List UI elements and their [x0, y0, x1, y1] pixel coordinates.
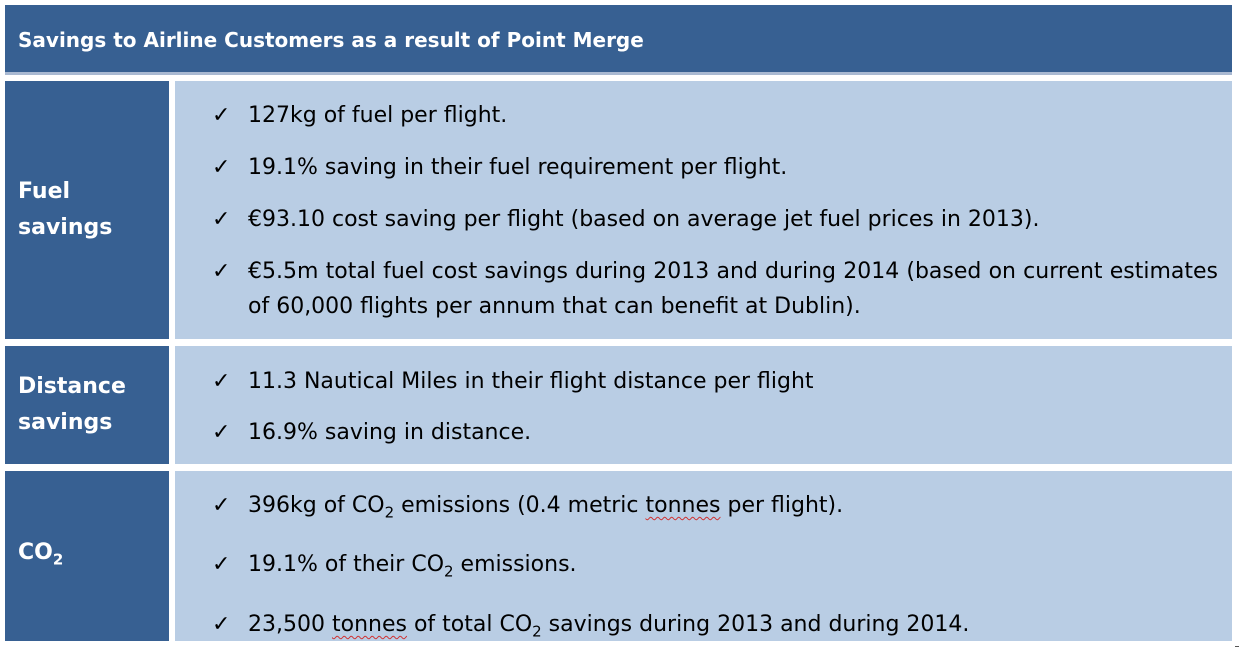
list-item-text: 127kg of fuel per flight.: [248, 103, 508, 128]
list-item-text: 396kg of CO2 emissions (0.4 metric tonne…: [248, 493, 844, 522]
list-item-text: 19.1% saving in their fuel requirement p…: [248, 155, 788, 180]
text-fragment: emissions (0.4 metric: [394, 493, 646, 518]
distance-label-line2: savings: [18, 410, 113, 435]
list-item: ✓ 19.1% of their CO2 emissions.: [212, 547, 1218, 589]
distance-savings-label: Distance savings: [5, 346, 169, 464]
list-item-text: 11.3 Nautical Miles in their flight dist…: [248, 369, 814, 394]
subscript: 2: [532, 622, 542, 641]
text-fragment: 23,500: [248, 611, 332, 637]
fuel-savings-content: ✓ 127kg of fuel per flight. ✓ 19.1% savi…: [175, 81, 1232, 339]
list-item-text: €5.5m total fuel cost savings during 201…: [248, 259, 1218, 319]
list-item: ✓ 16.9% saving in distance.: [212, 415, 1218, 450]
checkmark-icon: ✓: [212, 155, 231, 180]
subscript: 2: [384, 503, 395, 522]
co2-savings-content: ✓ 396kg of CO2 emissions (0.4 metric ton…: [175, 471, 1232, 641]
co2-savings-list: ✓ 396kg of CO2 emissions (0.4 metric ton…: [212, 488, 1218, 649]
fuel-savings-label: Fuel savings: [5, 81, 169, 339]
checkmark-icon: ✓: [212, 493, 231, 518]
list-item: ✓ 396kg of CO2 emissions (0.4 metric ton…: [212, 488, 1218, 530]
text-fragment: savings during 2013 and during 2014.: [541, 611, 970, 637]
checkmark-icon: ✓: [212, 259, 231, 284]
list-item: ✓ 127kg of fuel per flight.: [212, 98, 1218, 133]
co2-label-subscript: 2: [52, 550, 64, 569]
text-fragment: 19.1% of their CO: [248, 552, 445, 578]
co2-label-main: CO: [18, 539, 53, 565]
checkmark-icon: ✓: [212, 369, 231, 394]
spellcheck-word: tonnes: [645, 493, 721, 518]
list-item: ✓ €93.10 cost saving per flight (based o…: [212, 202, 1218, 237]
list-item: ✓ 11.3 Nautical Miles in their flight di…: [212, 364, 1218, 399]
text-fragment: of total CO: [406, 611, 533, 637]
text-fragment: 396kg of CO: [248, 493, 385, 518]
fuel-label-line1: Fuel: [18, 179, 71, 204]
table-title: Savings to Airline Customers as a result…: [5, 5, 1232, 75]
list-item-text: 23,500 tonnes of total CO2 savings durin…: [248, 611, 970, 641]
subscript: 2: [444, 562, 454, 581]
distance-savings-list: ✓ 11.3 Nautical Miles in their flight di…: [212, 364, 1218, 450]
text-fragment: emissions.: [453, 552, 577, 578]
distance-savings-content: ✓ 11.3 Nautical Miles in their flight di…: [175, 346, 1232, 464]
list-item-text: 16.9% saving in distance.: [248, 420, 532, 445]
checkmark-icon: ✓: [212, 207, 231, 232]
list-item: ✓ 23,500 tonnes of total CO2 savings dur…: [212, 607, 1218, 649]
list-item: ✓ €5.5m total fuel cost savings during 2…: [212, 254, 1218, 324]
checkmark-icon: ✓: [212, 552, 231, 578]
list-item: ✓ 19.1% saving in their fuel requirement…: [212, 150, 1218, 185]
checkmark-icon: ✓: [212, 103, 231, 128]
spellcheck-word: tonnes: [331, 611, 407, 637]
corner-mark: [1235, 646, 1239, 647]
checkmark-icon: ✓: [212, 611, 231, 637]
list-item-text: €93.10 cost saving per flight (based on …: [248, 207, 1040, 232]
distance-label-line1: Distance: [18, 374, 126, 399]
fuel-savings-list: ✓ 127kg of fuel per flight. ✓ 19.1% savi…: [212, 98, 1218, 324]
list-item-text: 19.1% of their CO2 emissions.: [248, 552, 577, 580]
checkmark-icon: ✓: [212, 420, 231, 445]
fuel-label-line2: savings: [18, 215, 113, 240]
text-fragment: per flight).: [720, 493, 844, 518]
co2-savings-label: CO2: [5, 471, 169, 641]
